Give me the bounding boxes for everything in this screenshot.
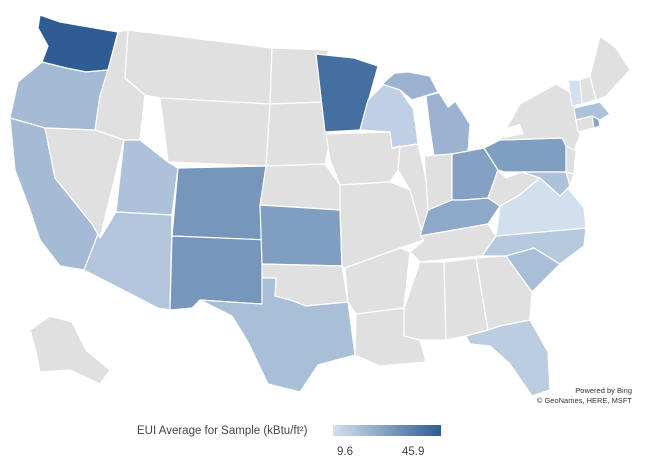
legend-title: EUI Average for Sample (kBtu/ft²) xyxy=(137,425,308,437)
state-wy[interactable] xyxy=(159,97,271,167)
us-choropleth-map xyxy=(9,14,631,397)
state-me[interactable] xyxy=(589,35,631,101)
state-tx[interactable] xyxy=(199,277,356,393)
attribution-sources: © GeoNames, HERE, MSFT xyxy=(536,396,632,405)
state-ne[interactable] xyxy=(259,163,346,211)
state-pa[interactable] xyxy=(483,137,573,173)
attribution-powered-by: Powered by Bing xyxy=(575,386,632,395)
state-ia[interactable] xyxy=(325,131,401,186)
state-mt[interactable] xyxy=(124,29,273,105)
state-az[interactable] xyxy=(83,211,173,311)
state-or[interactable] xyxy=(9,61,109,131)
state-fl[interactable] xyxy=(465,319,551,397)
lake-5 xyxy=(500,124,524,138)
state-nm[interactable] xyxy=(169,235,269,311)
state-md[interactable] xyxy=(521,171,571,197)
state-ak[interactable] xyxy=(29,315,111,385)
state-tn[interactable] xyxy=(409,223,497,263)
lake-3 xyxy=(438,86,458,108)
state-ks[interactable] xyxy=(259,204,343,267)
lake-4 xyxy=(470,118,496,140)
lake-2 xyxy=(412,96,430,140)
state-ms[interactable] xyxy=(403,261,447,341)
legend-min-label: 9.6 xyxy=(337,446,353,458)
legend-color-bar xyxy=(333,425,441,436)
state-sd[interactable] xyxy=(265,101,331,167)
legend-max-label: 45.9 xyxy=(402,446,425,458)
state-mo[interactable] xyxy=(339,181,425,269)
lake-1 xyxy=(378,60,424,74)
state-ma[interactable] xyxy=(573,101,611,121)
state-co[interactable] xyxy=(171,165,269,241)
